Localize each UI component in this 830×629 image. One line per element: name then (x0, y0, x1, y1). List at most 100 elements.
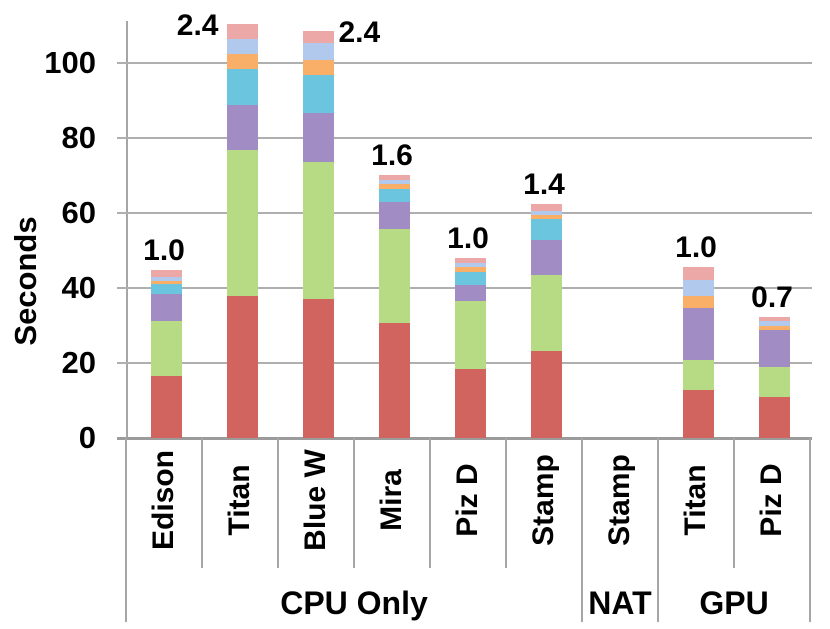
bar-segment-cyan (378, 189, 410, 202)
category-divider (277, 438, 279, 568)
category-divider (505, 438, 507, 568)
bar-titan (226, 24, 258, 438)
bar-segment-green (378, 228, 410, 323)
bar-segment-green (758, 366, 790, 397)
bar-segment-pink (150, 270, 182, 277)
bar-segment-pink (226, 24, 258, 39)
category-label-stamp: Stamp (603, 454, 636, 546)
bar-segment-pink (302, 30, 334, 43)
bar-segment-red (302, 298, 334, 438)
bar-segment-purple (150, 294, 182, 321)
bar-segment-pink (682, 266, 714, 281)
category-label-titan: Titan (223, 464, 256, 536)
bar-segment-green (454, 301, 486, 369)
bar-segment-periwinkle (302, 42, 334, 61)
bar-segment-orange (530, 215, 562, 220)
category-divider (201, 438, 203, 568)
bar-segment-periwinkle (150, 276, 182, 281)
bar-segment-purple (682, 307, 714, 360)
bar-value-label: 1.0 (143, 234, 185, 268)
category-label-piz-d: Piz D (755, 463, 788, 537)
bar-piz-d (454, 258, 486, 438)
bar-segment-cyan (530, 219, 562, 241)
bar-value-label: 0.7 (751, 281, 793, 315)
bar-segment-periwinkle (758, 321, 790, 326)
gridline (117, 62, 812, 64)
category-label-mira: Mira (375, 469, 408, 531)
bar-segment-red (454, 369, 486, 438)
bar-segment-purple (226, 105, 258, 151)
bar-segment-pink (378, 174, 410, 180)
category-divider (125, 438, 127, 622)
bar-segment-orange (226, 53, 258, 69)
bar-segment-red (758, 396, 790, 438)
bar-piz-d (758, 317, 790, 438)
group-label-cpu-only: CPU Only (280, 585, 428, 621)
category-label-blue-w: Blue W (299, 449, 332, 551)
bar-segment-orange (302, 60, 334, 75)
bar-segment-green (150, 321, 182, 376)
bar-segment-red (378, 322, 410, 438)
bar-blue-w (302, 30, 334, 438)
bar-segment-cyan (150, 283, 182, 294)
category-label-titan: Titan (679, 464, 712, 536)
y-tick-label: 60 (61, 195, 96, 230)
y-tick-label: 80 (61, 120, 96, 155)
bar-mira (378, 174, 410, 438)
bar-segment-purple (378, 201, 410, 229)
group-label-nat: NAT (588, 585, 652, 621)
y-tick-label: 40 (61, 270, 96, 305)
bar-segment-orange (454, 266, 486, 272)
bar-segment-periwinkle (682, 280, 714, 296)
y-tick-label: 0 (78, 420, 96, 455)
bar-segment-pink (758, 317, 790, 322)
category-divider (809, 438, 811, 622)
category-label-stamp: Stamp (527, 454, 560, 546)
bar-value-label: 2.4 (176, 9, 219, 42)
group-label-gpu: GPU (699, 585, 769, 621)
bar-value-label: 1.0 (447, 222, 489, 256)
bar-stamp (530, 204, 562, 438)
bar-segment-red (150, 375, 182, 438)
bar-segment-green (302, 162, 334, 299)
bar-segment-green (682, 359, 714, 390)
y-tick-label: 20 (61, 345, 96, 380)
bar-segment-purple (530, 240, 562, 275)
bar-value-label: 2.4 (338, 15, 381, 49)
bar-segment-orange (682, 295, 714, 308)
bar-segment-red (226, 295, 258, 438)
bar-segment-green (226, 150, 258, 296)
bar-segment-cyan (454, 271, 486, 285)
bar-edison (150, 270, 182, 438)
category-label-edison: Edison (147, 450, 180, 551)
category-divider (733, 438, 735, 568)
plot-area (117, 21, 812, 440)
bar-segment-periwinkle (378, 180, 410, 184)
bar-segment-red (682, 390, 714, 438)
gridline (117, 137, 812, 139)
bar-segment-green (530, 274, 562, 351)
bar-titan (682, 266, 714, 438)
bar-segment-pink (454, 258, 486, 263)
bar-segment-periwinkle (226, 38, 258, 54)
bar-segment-pink (530, 204, 562, 211)
category-divider (429, 438, 431, 568)
bar-segment-purple (758, 329, 790, 367)
x-axis-line (117, 436, 812, 440)
bar-value-label: 1.0 (675, 230, 717, 264)
bar-value-label: 1.4 (523, 168, 565, 201)
category-label-piz-d: Piz D (451, 463, 484, 537)
bar-segment-orange (150, 280, 182, 284)
bar-segment-periwinkle (530, 210, 562, 216)
category-divider (657, 438, 659, 622)
bar-segment-cyan (226, 69, 258, 106)
gridline (117, 212, 812, 214)
bar-segment-orange (758, 325, 790, 330)
bar-value-label: 1.6 (371, 138, 413, 172)
y-tick-label: 100 (44, 45, 96, 80)
bar-segment-cyan (302, 75, 334, 114)
bar-segment-purple (454, 285, 486, 302)
bar-segment-purple (302, 113, 334, 162)
category-divider (581, 438, 583, 622)
